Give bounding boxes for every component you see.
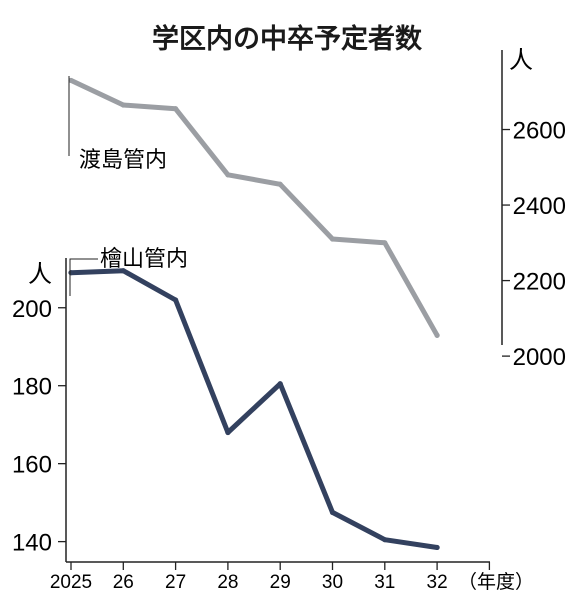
x-tick-label-4: 29 [270,572,291,593]
series-0-point-3 [225,172,231,178]
chart-title: 学区内の中卒予定者数 [152,23,423,55]
x-tick-label-2: 27 [165,572,186,593]
right-tick-label-1: 2400 [513,193,566,220]
series-line-1 [68,268,440,550]
left-tick-label-3: 140 [12,530,52,557]
left-tick-label-0: 200 [12,296,52,323]
series-1-point-3 [225,429,231,436]
series-0-point-7 [434,332,440,338]
series-0-point-1 [120,102,126,108]
x-axis-label: （年度） [458,571,534,593]
right-tick-label-3: 2000 [513,344,566,371]
series-layer [68,77,440,551]
series-1-point-6 [382,537,388,543]
x-tick-label-6: 31 [374,572,395,593]
x-tick-label-7: 32 [427,572,448,593]
series-0-point-2 [173,106,179,112]
series-1-point-0 [68,270,74,276]
right-tick-label-0: 2600 [513,118,566,145]
left-tick-label-2: 160 [12,452,52,479]
series-hiyama-leader [69,258,98,296]
left-axis-unit: 人 [28,260,52,288]
series-0-point-5 [329,236,336,242]
series-1-point-7 [434,544,440,551]
series-1-point-4 [277,381,283,387]
series-0-point-6 [382,240,388,246]
right-axis-ticks: 2600 2400 2200 2000 [502,118,566,371]
series-0-point-0 [68,77,74,84]
right-tick-label-2: 2200 [513,269,566,296]
series-oshima-label: 渡島管内 [79,148,167,173]
series-hiyama-label: 檜山管内 [100,247,188,272]
x-tick-label-5: 30 [322,572,343,593]
series-line-0 [68,77,440,338]
series-1-point-1 [120,268,126,274]
series-0-point-4 [277,181,283,187]
x-tick-label-0: 2025 [50,572,92,593]
right-axis-unit: 人 [509,46,533,74]
x-axis-ticks: 2025 26 27 28 29 30 31 32 [50,562,491,593]
series-1-point-2 [173,297,179,303]
x-tick-label-1: 26 [113,572,134,593]
left-axis-ticks: 200 180 160 140 [12,296,66,557]
series-1-point-5 [329,509,336,515]
left-tick-label-1: 180 [12,374,52,401]
x-tick-label-3: 28 [217,572,238,593]
